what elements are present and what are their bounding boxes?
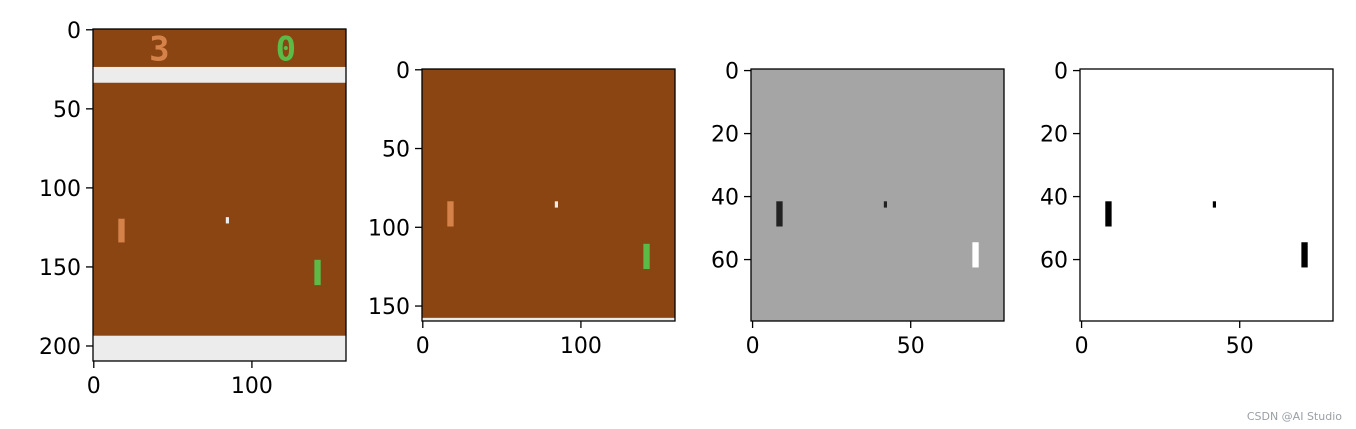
x-tick-label: 0: [416, 334, 430, 359]
right-paddle: [643, 243, 650, 270]
y-tick-label: 200: [39, 335, 81, 360]
y-tick-label: 0: [1054, 60, 1068, 85]
axes-frame: [92, 28, 347, 362]
right-paddle: [314, 259, 321, 286]
axes-frame: [421, 68, 676, 322]
y-tick-label: 150: [368, 295, 410, 320]
cropped-frame-image: [422, 69, 675, 321]
ball: [554, 201, 558, 208]
y-tick-label: 60: [1040, 249, 1068, 274]
x-tick-label: 0: [746, 334, 760, 359]
left-paddle: [776, 201, 783, 227]
panel-cropped-frame: 0 100 0 50 100 150: [368, 59, 676, 359]
watermark-text: CSDN @AI Studio: [1246, 410, 1342, 423]
y-tick-label: 0: [67, 19, 81, 44]
background: [93, 29, 346, 361]
right-paddle: [972, 242, 979, 268]
x-tick-label: 50: [1226, 334, 1254, 359]
grayscale-frame-image: [751, 69, 1004, 321]
y-tick-label: 40: [1040, 186, 1068, 211]
x-tick-label: 0: [1075, 334, 1089, 359]
background: [422, 69, 675, 321]
y-tick-label: 0: [725, 60, 739, 85]
ball: [225, 217, 229, 224]
y-tick-label: 50: [53, 98, 81, 123]
panel-binary-frame: 0 50 0 20 40 60: [1040, 60, 1334, 359]
right-paddle: [1301, 242, 1308, 268]
ball: [883, 201, 887, 208]
y-tick-label: 50: [382, 138, 410, 163]
y-tick-label: 40: [711, 186, 739, 211]
left-paddle: [447, 201, 454, 227]
binary-frame-image: [1080, 69, 1333, 321]
bottom-wall-strip: [422, 317, 675, 321]
y-tick-label: 100: [368, 216, 410, 241]
axes-frame: [1079, 68, 1334, 322]
y-tick-label: 20: [1040, 123, 1068, 148]
x-tick-label: 100: [231, 374, 273, 399]
y-tick-label: 100: [39, 177, 81, 202]
y-tick-label: 60: [711, 249, 739, 274]
x-tick-label: 0: [87, 374, 101, 399]
y-tick-label: 150: [39, 256, 81, 281]
y-tick-label: 20: [711, 123, 739, 148]
x-tick-label: 100: [560, 334, 602, 359]
left-paddle: [118, 218, 125, 243]
score-left: 3: [149, 30, 169, 70]
x-tick-label: 50: [897, 334, 925, 359]
ball: [1212, 201, 1216, 208]
axes-frame: [750, 68, 1005, 322]
background: [1080, 69, 1333, 321]
panel-grayscale-frame: 0 50 0 20 40 60: [711, 60, 1005, 359]
left-paddle: [1105, 201, 1112, 227]
y-tick-label: 0: [396, 59, 410, 84]
background: [751, 69, 1004, 321]
score-right: 0: [276, 30, 296, 70]
bottom-wall: [93, 335, 346, 361]
top-wall: [93, 66, 346, 83]
